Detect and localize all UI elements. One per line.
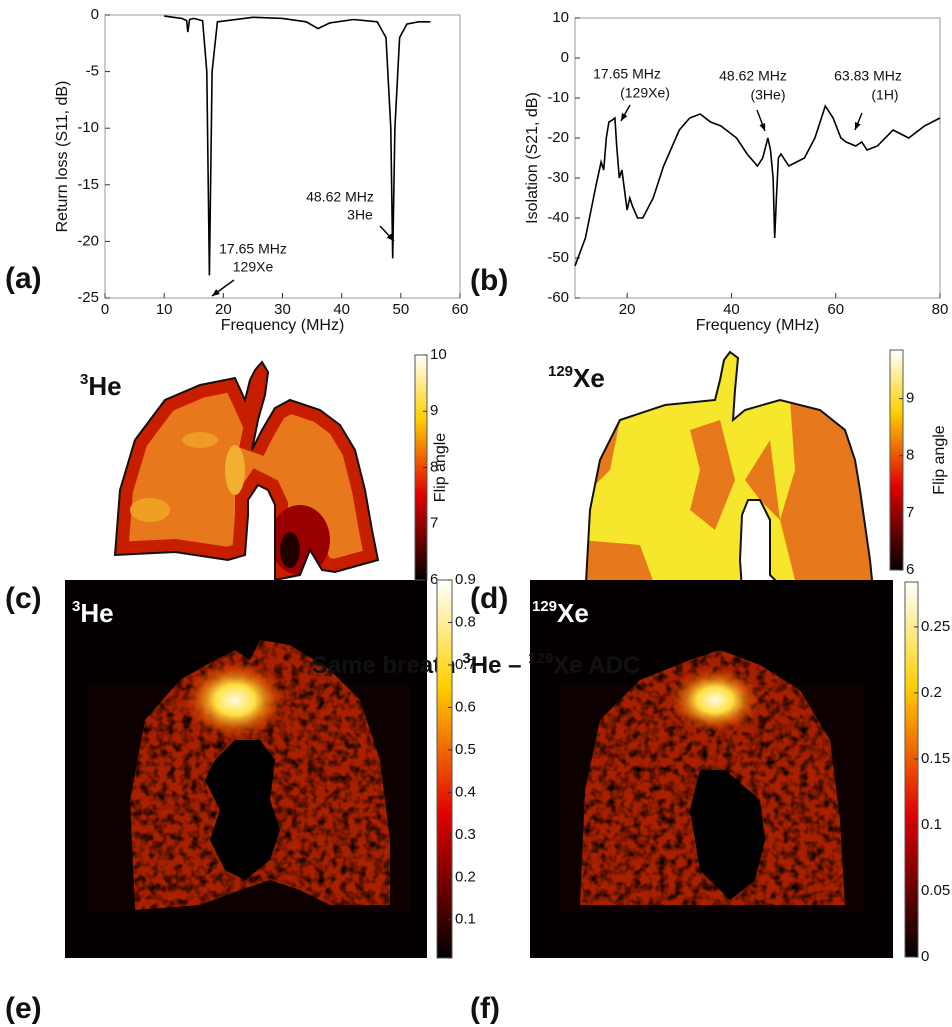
page: {"title": ["Same breath ", "3", "He \u20… (0, 0, 952, 1027)
colorbar (437, 580, 452, 958)
figure-title: Same breath 3He – 129Xe ADC (312, 650, 641, 679)
colorbar-tick-label: 0.6 (455, 698, 476, 715)
y-tick-label: -60 (547, 289, 569, 306)
annotation: (3He) (750, 87, 785, 103)
x-tick-label: 20 (215, 301, 232, 318)
y-axis-label: Isolation (S21, dB) (524, 92, 541, 224)
x-tick-label: 40 (723, 301, 740, 318)
arrow-head (855, 122, 861, 130)
annotation: 63.83 MHz (834, 68, 902, 84)
inset-text: He (88, 371, 121, 401)
colorbar (905, 582, 918, 957)
y-tick-label: 0 (91, 6, 99, 23)
y-tick-label: -20 (547, 129, 569, 146)
colorbar-tick-label: 7 (906, 504, 914, 521)
x-tick-label: 20 (619, 301, 636, 318)
x-tick-label: 10 (156, 301, 173, 318)
colorbar-tick-label: 0.5 (455, 741, 476, 758)
colorbar-tick-label: 7 (430, 515, 438, 532)
colorbar-tick-label: 0.9 (455, 571, 476, 588)
annotation: 129Xe (233, 259, 274, 275)
y-tick-label: -10 (547, 89, 569, 106)
inset-superscript: 129 (548, 363, 573, 380)
inset-superscript: 3 (72, 598, 80, 615)
colorbar-tick-label: 6 (906, 561, 914, 578)
panel-label: (b) (470, 264, 508, 297)
y-tick-label: 10 (552, 9, 569, 26)
annotation: (129Xe) (620, 85, 670, 101)
x-tick-label: 60 (827, 301, 844, 318)
x-tick-label: 40 (333, 301, 350, 318)
colorbar-tick-label: 0.15 (921, 750, 950, 767)
y-tick-label: -15 (77, 176, 99, 193)
inset-text: He (80, 598, 113, 628)
y-tick-label: -20 (77, 232, 99, 249)
colorbar-tick-label: 0.2 (921, 684, 942, 701)
title-text: He – (471, 652, 528, 679)
y-tick-label: -10 (77, 119, 99, 136)
panel-label: (c) (5, 582, 42, 615)
colorbar-tick-label: 9 (430, 402, 438, 419)
x-axis-label: Frequency (MHz) (696, 317, 820, 334)
inset-text: Xe (573, 363, 605, 393)
flip-angle-map-xe (580, 352, 875, 605)
arrow-head (759, 123, 765, 131)
y-axis-label: Return loss (S11, dB) (54, 81, 71, 233)
y-tick-label: -50 (547, 249, 569, 266)
annotation: 17.65 MHz (219, 241, 287, 257)
data-line (575, 106, 940, 266)
y-tick-label: -40 (547, 209, 569, 226)
y-tick-label: -30 (547, 169, 569, 186)
colorbar-tick-label: 0.8 (455, 613, 476, 630)
colorbar-label: Flip angle (931, 425, 948, 494)
adc-map-he (65, 580, 427, 958)
colorbar-tick-label: 0.1 (455, 911, 476, 928)
title-superscript: 129 (528, 650, 553, 667)
y-tick-label: -5 (86, 63, 99, 80)
colorbar-tick-label: 0.1 (921, 816, 942, 833)
colorbar (890, 350, 903, 570)
colorbar-tick-label: 0.25 (921, 618, 950, 635)
inset-title: 129Xe (548, 363, 605, 393)
inset-superscript: 3 (80, 371, 88, 388)
annotation: (1H) (871, 87, 898, 103)
panel-label: (a) (5, 262, 42, 295)
colorbar-label: Flip angle (432, 433, 449, 502)
x-tick-label: 80 (932, 301, 949, 318)
colorbar-tick-label: 0.4 (455, 783, 476, 800)
inset-text: Xe (557, 598, 589, 628)
colorbar-tick-label: 0.2 (455, 868, 476, 885)
x-axis-label: Frequency (MHz) (221, 317, 345, 334)
annotation: 3He (347, 207, 373, 223)
y-tick-label: -25 (77, 289, 99, 306)
colorbar-tick-label: 0.7 (455, 656, 476, 673)
x-tick-label: 50 (392, 301, 409, 318)
inset-superscript: 129 (532, 598, 557, 615)
annotation: 48.62 MHz (306, 189, 374, 205)
colorbar-tick-label: 0.3 (455, 826, 476, 843)
flip-angle-map-he (115, 362, 378, 580)
arrow-head (212, 289, 220, 296)
colorbar-tick-label: 0.05 (921, 882, 950, 899)
x-tick-label: 0 (101, 301, 109, 318)
plot-frame (575, 18, 940, 298)
panel-label: (f) (470, 992, 500, 1025)
colorbar-tick-label: 9 (906, 390, 914, 407)
colorbar-tick-label: 8 (906, 447, 914, 464)
annotation: 48.62 MHz (719, 68, 787, 84)
annotation: 17.65 MHz (593, 66, 661, 82)
adc-map-xe (530, 580, 893, 958)
colorbar-tick-label: 10 (430, 346, 447, 363)
x-tick-label: 60 (452, 301, 469, 318)
y-tick-label: 0 (561, 49, 569, 66)
inset-title: 3He (80, 371, 122, 401)
panel-label: (e) (5, 992, 42, 1025)
x-tick-label: 30 (274, 301, 291, 318)
figure: Same breath 3He – 129Xe ADC0102030405060… (0, 0, 952, 1027)
colorbar-tick-label: 0 (921, 948, 929, 965)
title-text: Xe ADC (553, 652, 640, 679)
